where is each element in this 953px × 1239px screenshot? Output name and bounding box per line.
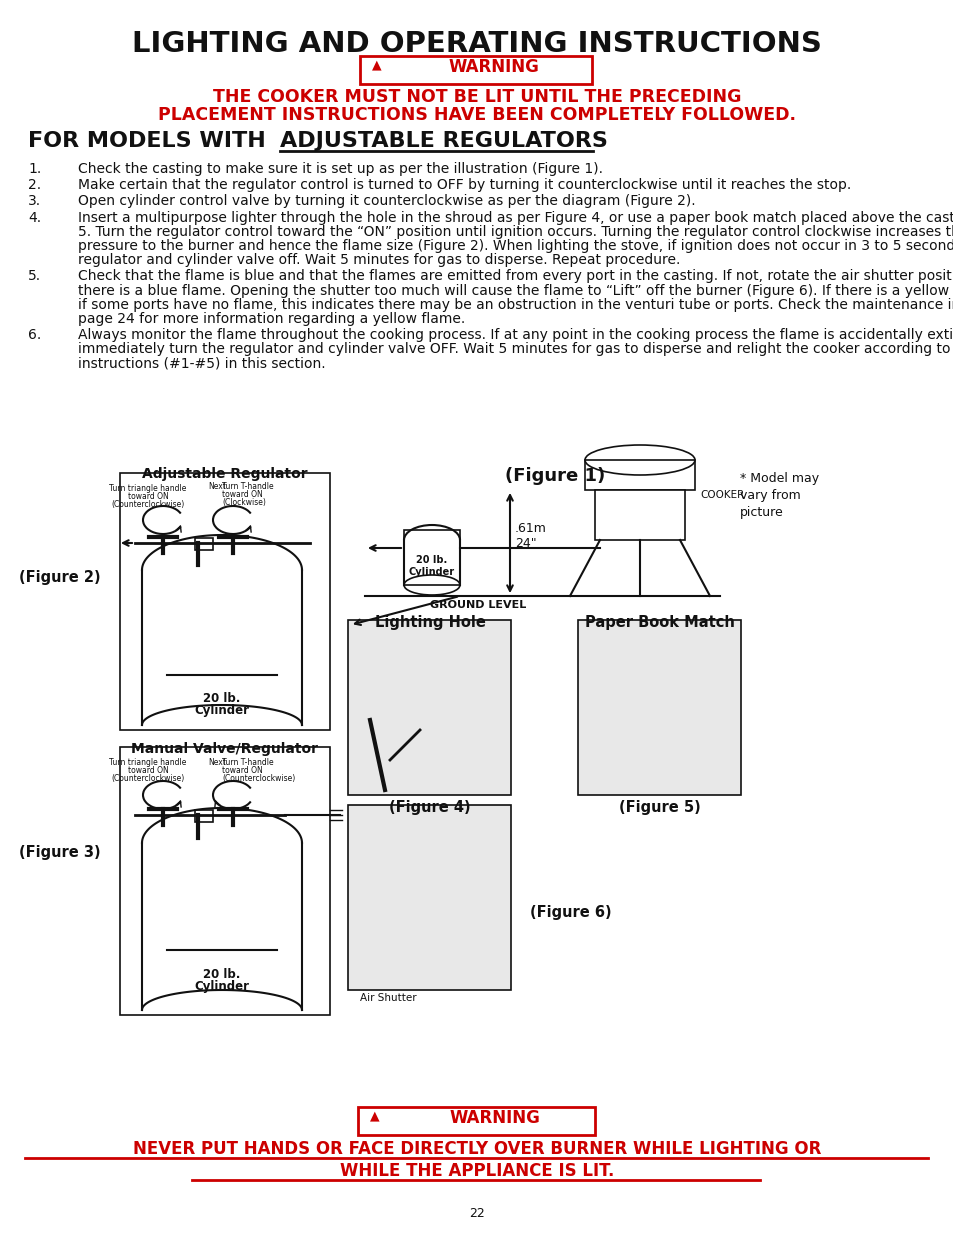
Text: Insert a multipurpose lighter through the hole in the shroud as per Figure 4, or: Insert a multipurpose lighter through th… — [78, 211, 953, 224]
Text: Cylinder: Cylinder — [194, 704, 250, 717]
Text: ▲: ▲ — [370, 1109, 379, 1123]
Text: Make certain that the regulator control is turned to OFF by turning it countercl: Make certain that the regulator control … — [78, 178, 850, 192]
Text: ▲: ▲ — [372, 58, 381, 71]
Text: 4.: 4. — [28, 211, 41, 224]
Text: Paper Book Match: Paper Book Match — [584, 615, 734, 629]
Text: (Figure 4): (Figure 4) — [389, 800, 471, 815]
Text: toward ON: toward ON — [222, 766, 262, 776]
Text: 2.: 2. — [28, 178, 41, 192]
Text: Check the casting to make sure it is set up as per the illustration (Figure 1).: Check the casting to make sure it is set… — [78, 162, 602, 176]
FancyBboxPatch shape — [584, 460, 695, 489]
FancyBboxPatch shape — [595, 489, 684, 540]
Text: Adjustable Regulator: Adjustable Regulator — [142, 467, 308, 481]
Text: (Figure 6): (Figure 6) — [530, 904, 611, 921]
FancyBboxPatch shape — [194, 810, 213, 821]
Text: Next: Next — [208, 482, 226, 491]
Text: Open cylinder control valve by turning it counterclockwise as per the diagram (F: Open cylinder control valve by turning i… — [78, 195, 695, 208]
Text: LIGHTING AND OPERATING INSTRUCTIONS: LIGHTING AND OPERATING INSTRUCTIONS — [132, 30, 821, 58]
Text: (Counterclockwise): (Counterclockwise) — [112, 774, 185, 783]
Text: (Figure 1): (Figure 1) — [504, 467, 604, 484]
FancyBboxPatch shape — [348, 805, 511, 990]
Text: toward ON: toward ON — [128, 492, 168, 501]
Text: NEVER PUT HANDS OR FACE DIRECTLY OVER BURNER WHILE LIGHTING OR: NEVER PUT HANDS OR FACE DIRECTLY OVER BU… — [132, 1140, 821, 1158]
Text: (Figure 3): (Figure 3) — [19, 845, 101, 860]
Text: (Clockwise): (Clockwise) — [222, 498, 266, 507]
Text: 20 lb.: 20 lb. — [203, 968, 240, 981]
FancyBboxPatch shape — [578, 620, 740, 795]
FancyBboxPatch shape — [194, 538, 213, 550]
Text: toward ON: toward ON — [128, 766, 168, 776]
Text: 6.: 6. — [28, 328, 41, 342]
Text: * Model may
vary from
picture: * Model may vary from picture — [740, 472, 819, 519]
Text: toward ON: toward ON — [222, 489, 262, 499]
FancyBboxPatch shape — [120, 473, 330, 730]
Text: PLACEMENT INSTRUCTIONS HAVE BEEN COMPLETELY FOLLOWED.: PLACEMENT INSTRUCTIONS HAVE BEEN COMPLET… — [158, 107, 795, 124]
Text: 20 lb.: 20 lb. — [203, 693, 240, 705]
Text: Turn T-handle: Turn T-handle — [222, 482, 274, 491]
Text: 5.: 5. — [28, 269, 41, 284]
Text: Manual Valve/Regulator: Manual Valve/Regulator — [132, 742, 318, 756]
Text: (Counterclockwise): (Counterclockwise) — [112, 501, 185, 509]
Text: Turn triangle handle: Turn triangle handle — [110, 758, 187, 767]
FancyBboxPatch shape — [359, 56, 592, 84]
Text: GROUND LEVEL: GROUND LEVEL — [430, 600, 526, 610]
Text: WHILE THE APPLIANCE IS LIT.: WHILE THE APPLIANCE IS LIT. — [339, 1162, 614, 1180]
Text: ADJUSTABLE REGULATORS: ADJUSTABLE REGULATORS — [280, 131, 615, 151]
Text: 20 lb.: 20 lb. — [416, 555, 447, 565]
Text: FOR MODELS WITH: FOR MODELS WITH — [28, 131, 274, 151]
Text: instructions (#1-#5) in this section.: instructions (#1-#5) in this section. — [78, 357, 325, 370]
Text: .61m: .61m — [515, 522, 546, 535]
Text: (Figure 2): (Figure 2) — [19, 570, 101, 585]
Text: COOKER: COOKER — [700, 489, 743, 501]
Text: Check that the flame is blue and that the flames are emitted from every port in : Check that the flame is blue and that th… — [78, 269, 953, 284]
Text: 3.: 3. — [28, 195, 41, 208]
Text: there is a blue flame. Opening the shutter too much will cause the flame to “Lif: there is a blue flame. Opening the shutt… — [78, 284, 953, 297]
Text: THE COOKER MUST NOT BE LIT UNTIL THE PRECEDING: THE COOKER MUST NOT BE LIT UNTIL THE PRE… — [213, 88, 740, 107]
Text: regulator and cylinder valve off. Wait 5 minutes for gas to disperse. Repeat pro: regulator and cylinder valve off. Wait 5… — [78, 253, 679, 268]
Text: immediately turn the regulator and cylinder valve OFF. Wait 5 minutes for gas to: immediately turn the regulator and cylin… — [78, 342, 953, 357]
Text: 5. Turn the regulator control toward the “ON” position until ignition occurs. Tu: 5. Turn the regulator control toward the… — [78, 224, 953, 239]
Text: WARNING: WARNING — [449, 1109, 539, 1127]
Text: Cylinder: Cylinder — [409, 567, 455, 577]
Text: Always monitor the flame throughout the cooking process. If at any point in the : Always monitor the flame throughout the … — [78, 328, 953, 342]
Text: pressure to the burner and hence the flame size (Figure 2). When lighting the st: pressure to the burner and hence the fla… — [78, 239, 953, 253]
Text: 1.: 1. — [28, 162, 41, 176]
Text: WARNING: WARNING — [448, 58, 538, 76]
Text: Next: Next — [208, 758, 226, 767]
Text: 24": 24" — [515, 536, 536, 550]
FancyBboxPatch shape — [403, 530, 459, 585]
Text: Lighting Hole: Lighting Hole — [375, 615, 485, 629]
Text: Cylinder: Cylinder — [194, 980, 250, 992]
FancyBboxPatch shape — [357, 1106, 595, 1135]
Text: (Figure 5): (Figure 5) — [618, 800, 700, 815]
FancyBboxPatch shape — [348, 620, 511, 795]
Text: Turn triangle handle: Turn triangle handle — [110, 484, 187, 493]
Text: 22: 22 — [469, 1207, 484, 1220]
Text: page 24 for more information regarding a yellow flame.: page 24 for more information regarding a… — [78, 312, 465, 326]
Text: if some ports have no flame, this indicates there may be an obstruction in the v: if some ports have no flame, this indica… — [78, 297, 953, 312]
Text: Turn T-handle: Turn T-handle — [222, 758, 274, 767]
FancyBboxPatch shape — [120, 747, 330, 1015]
Text: (Counterclockwise): (Counterclockwise) — [222, 774, 294, 783]
Text: Air Shutter: Air Shutter — [359, 992, 416, 1004]
